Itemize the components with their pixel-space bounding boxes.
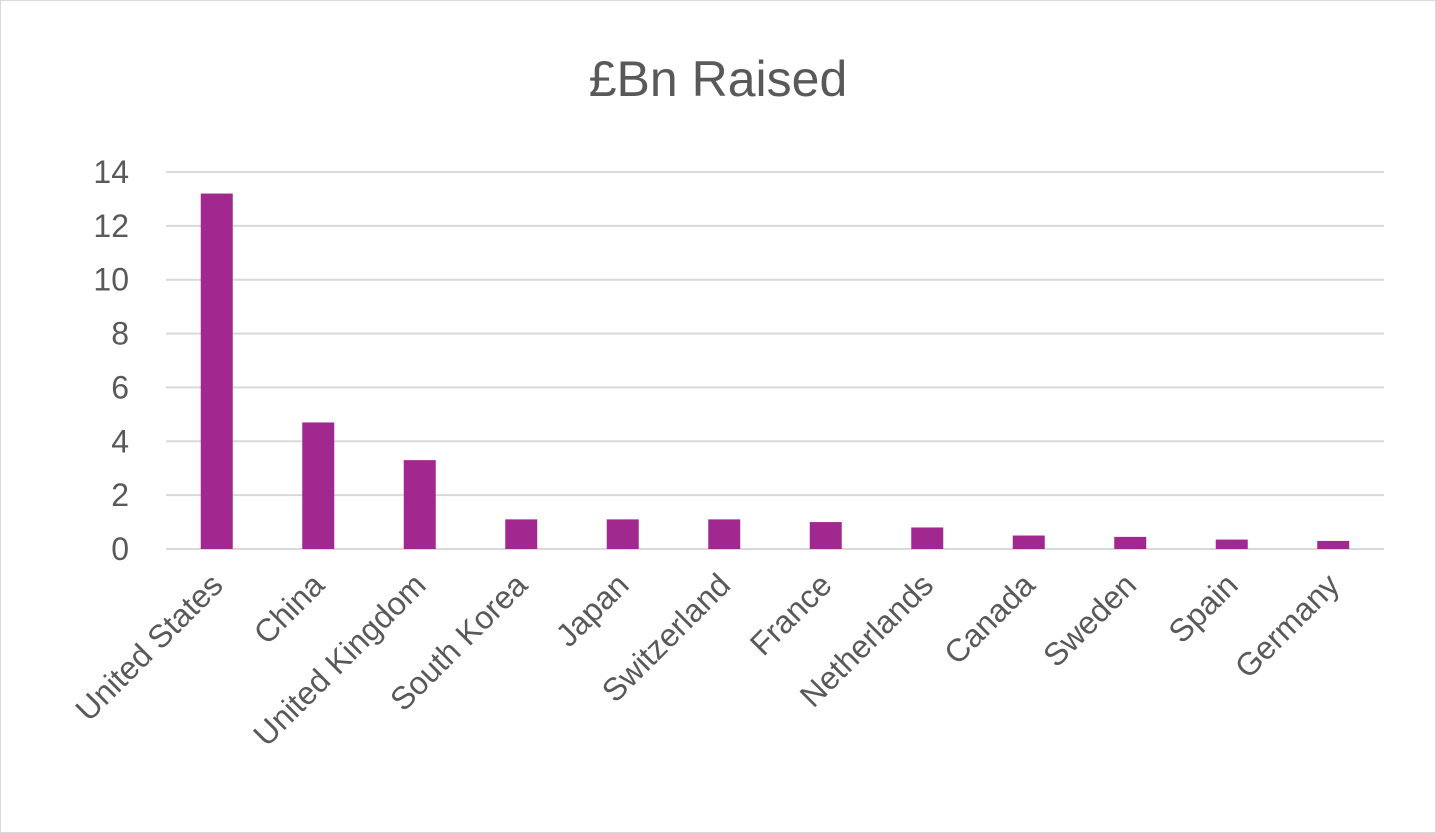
- bar-south-korea: [505, 519, 538, 549]
- bar-spain: [1215, 539, 1248, 549]
- y-tick-label-6: 6: [111, 369, 129, 405]
- x-category-label-united-kingdom: United Kingdom: [246, 566, 432, 752]
- x-category-label-germany: Germany: [1228, 566, 1347, 685]
- y-tick-label-8: 8: [111, 316, 129, 352]
- bar-china: [302, 422, 335, 549]
- x-category-label-japan: Japan: [549, 566, 636, 653]
- x-category-label-spain: Spain: [1161, 566, 1244, 649]
- bars: [200, 193, 1350, 550]
- y-tick-label-10: 10: [93, 262, 129, 298]
- y-tick-label-4: 4: [111, 423, 129, 459]
- bar-japan: [606, 519, 639, 549]
- x-category-label-sweden: Sweden: [1036, 566, 1143, 673]
- y-tick-label-14: 14: [93, 154, 129, 190]
- y-tick-label-12: 12: [93, 208, 129, 244]
- y-tick-label-2: 2: [111, 477, 129, 513]
- y-axis-tick-labels: 0 2 4 6 8 10 12 14: [93, 154, 129, 567]
- bar-sweden: [1114, 536, 1147, 549]
- gridlines: [166, 171, 1384, 550]
- bar-france: [809, 522, 842, 549]
- bar-germany: [1317, 540, 1350, 549]
- bar-canada: [1012, 535, 1045, 549]
- chart-title: £Bn Raised: [589, 51, 848, 107]
- bar-united-states: [200, 193, 233, 550]
- bar-united-kingdom: [403, 460, 436, 549]
- bar-netherlands: [911, 527, 944, 549]
- x-category-label-france: France: [743, 566, 839, 662]
- bar-switzerland: [708, 519, 741, 549]
- x-category-label-china: China: [247, 566, 332, 651]
- y-tick-label-0: 0: [111, 531, 129, 567]
- x-category-label-canada: Canada: [937, 566, 1042, 671]
- x-category-label-united-states: United States: [68, 566, 229, 727]
